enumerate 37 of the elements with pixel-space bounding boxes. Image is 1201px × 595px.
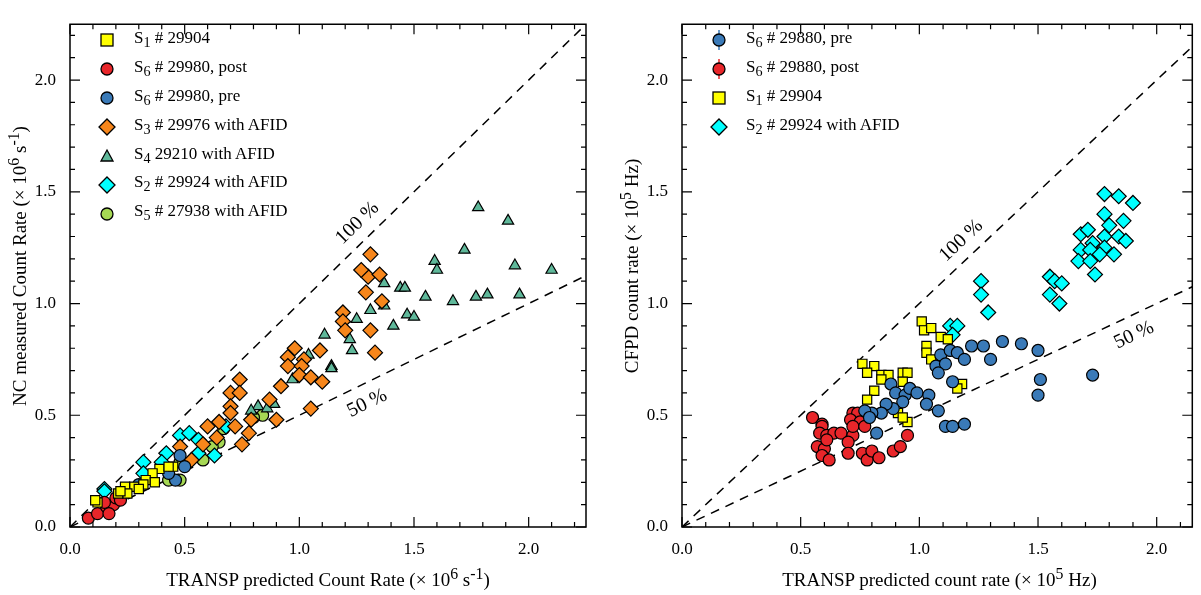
legend-label: S$_{6}$ # 29880, pre: [746, 27, 853, 53]
legend-label: S$_{1}$ # 29904: [746, 84, 823, 111]
annotation: 50 %: [1109, 314, 1157, 353]
legend-label: S$_{3}$ # 29976 with AFID: [134, 113, 288, 140]
y-tick-label: 2.0: [34, 69, 56, 89]
annotation: 50 %: [342, 382, 391, 421]
legend-label: S$_{5}$ # 27938 with AFID: [134, 200, 288, 226]
x-tick-label: 0.5: [174, 538, 196, 558]
y-tick-label: 0.5: [646, 404, 668, 424]
x-tick-label: 1.5: [403, 538, 425, 558]
legend-label: S$_{2}$ # 29924 with AFID: [746, 113, 900, 140]
annotation: 100 %: [933, 213, 987, 266]
legend-label: S$_{6}$ # 29980, post: [134, 55, 247, 82]
x-tick-label: 1.0: [908, 538, 930, 558]
y-tick-label: 0.0: [646, 516, 668, 536]
y-tick-label: 1.0: [34, 293, 56, 312]
y-tick-label: 0.5: [34, 404, 56, 424]
legend-label: S$_{6}$ # 29980, pre: [134, 84, 241, 111]
x-tick-label: 1.0: [288, 538, 310, 558]
x-tick-label: 0.0: [671, 538, 693, 558]
x-axis-title: TRANSP predicted count rate (× 10$^{5}$ Hz): [782, 565, 1097, 592]
y-tick-label: 1.5: [34, 181, 56, 201]
legend-label: S$_{2}$ # 29924 with AFID: [134, 171, 288, 197]
x-tick-label: 1.5: [1027, 538, 1049, 558]
y-tick-label: 1.0: [646, 293, 668, 312]
y-tick-label: 0.0: [34, 516, 56, 536]
legend-label: S$_{4}$ 29210 with AFID: [134, 142, 275, 168]
x-axis-title: TRANSP predicted Count Rate (× 10$^{6}$ s$^{-1}$): [166, 565, 490, 592]
x-tick-label: 0.5: [790, 538, 812, 558]
x-tick-label: 2.0: [518, 538, 540, 558]
y-tick-label: 2.0: [646, 69, 668, 89]
x-tick-label: 0.0: [59, 538, 81, 558]
legend-label: S$_{1}$ # 29904: [134, 27, 211, 53]
y-tick-label: 1.5: [646, 181, 668, 201]
annotation: 100 %: [330, 196, 383, 248]
x-tick-label: 2.0: [1146, 538, 1168, 558]
legend-label: S$_{6}$ # 29880, post: [746, 55, 859, 82]
